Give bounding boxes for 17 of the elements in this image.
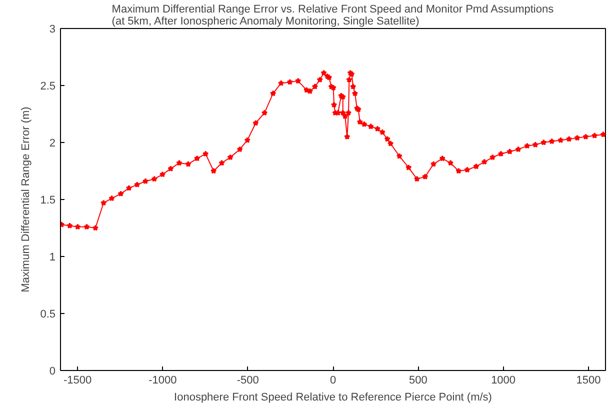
y-tick-label: 1.5 <box>40 194 56 206</box>
y-tick-label: 2.5 <box>40 80 56 92</box>
y-axis-title: Maximum Differential Range Error (m) <box>20 106 32 292</box>
x-tick-label: 1000 <box>491 374 516 386</box>
x-tick-label: -1500 <box>63 374 92 386</box>
y-tick-label: 2 <box>49 138 56 150</box>
x-tick-label: 500 <box>408 374 428 386</box>
x-tick-label: 0 <box>330 374 336 386</box>
x-axis-title: Ionosphere Front Speed Relative to Reference Pierce Point (m/s) <box>174 392 492 404</box>
x-tick-label: -500 <box>236 374 259 386</box>
y-tick-label: 0 <box>49 366 56 378</box>
x-tick-label: 1500 <box>576 374 601 386</box>
y-tick-label: 0.5 <box>40 308 56 320</box>
chart-title: Maximum Differential Range Error vs. Relative Front Speed and Monitor Pmd Assumptions (at 5km, After Ionospheric Anomaly Monitoring, Single Satellite) <box>112 4 554 28</box>
x-tick-label: -1000 <box>148 374 177 386</box>
y-tick-label: 3 <box>49 24 56 36</box>
y-tick-label: 1 <box>49 252 56 264</box>
